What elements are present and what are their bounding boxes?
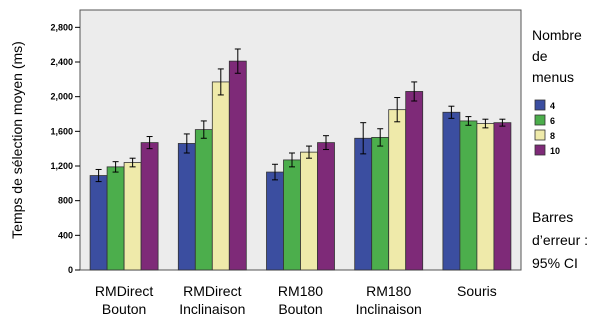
bar	[354, 137, 373, 271]
y-tick-label: 1,600	[50, 126, 73, 136]
y-tick-label: 400	[58, 230, 73, 240]
bar	[476, 123, 495, 271]
y-tick-label: 2,800	[50, 22, 73, 32]
legend-label: 4	[550, 101, 555, 111]
category-label: RMDirect Bouton	[95, 283, 153, 317]
bar	[405, 91, 424, 271]
note-line: 95% CI	[532, 255, 578, 271]
legend-label: 8	[550, 131, 555, 141]
legend-title-line: de	[532, 48, 548, 64]
legend-title-line: menus	[532, 69, 574, 85]
bar	[177, 143, 196, 271]
bar	[123, 162, 142, 271]
bar	[493, 122, 512, 271]
error-bar-note: Barres d’erreur : 95% CI	[532, 209, 588, 271]
y-tick-label: 0	[68, 265, 73, 275]
bar	[89, 175, 108, 271]
note-line: Barres	[532, 209, 573, 225]
bar	[228, 60, 247, 271]
y-axis-label: Temps de sélection moyen (ms)	[9, 41, 25, 239]
y-axis-ticks: 0 400 800 1,200 1,600 2,000 2,400 2,800	[50, 22, 80, 275]
bar	[194, 129, 213, 271]
category-label: RMDirect Inclinaison	[179, 283, 245, 317]
bar	[300, 151, 318, 271]
legend-swatch	[534, 129, 546, 141]
legend: 4 6 8 10	[534, 99, 560, 156]
category-label: RM180 Bouton	[278, 283, 323, 317]
legend-swatch	[534, 144, 546, 156]
bar	[371, 136, 390, 271]
legend-title: Nombre de menus	[532, 27, 582, 85]
bar	[442, 111, 461, 271]
note-line: d’erreur :	[532, 232, 588, 248]
y-tick-label: 1,200	[50, 161, 73, 171]
y-tick-label: 2,400	[50, 57, 73, 67]
category-label: Souris	[457, 283, 497, 299]
bar	[459, 120, 478, 271]
x-axis-categories: RMDirect Bouton RMDirect Inclinaison RM180 Bo…	[95, 283, 497, 317]
bar	[140, 142, 159, 271]
bar	[388, 109, 407, 271]
y-tick-label: 800	[58, 196, 73, 206]
legend-label: 10	[550, 146, 560, 156]
bar	[266, 171, 284, 271]
bar	[106, 166, 125, 271]
y-tick-label: 2,000	[50, 92, 73, 102]
bar	[283, 159, 301, 271]
bar	[317, 142, 335, 271]
legend-swatch	[534, 99, 546, 111]
legend-title-line: Nombre	[532, 27, 582, 43]
legend-label: 6	[550, 116, 555, 126]
bar	[211, 81, 230, 271]
bars	[89, 48, 512, 271]
legend-swatch	[534, 114, 546, 126]
category-label: RM180 Inclinaison	[356, 283, 422, 317]
